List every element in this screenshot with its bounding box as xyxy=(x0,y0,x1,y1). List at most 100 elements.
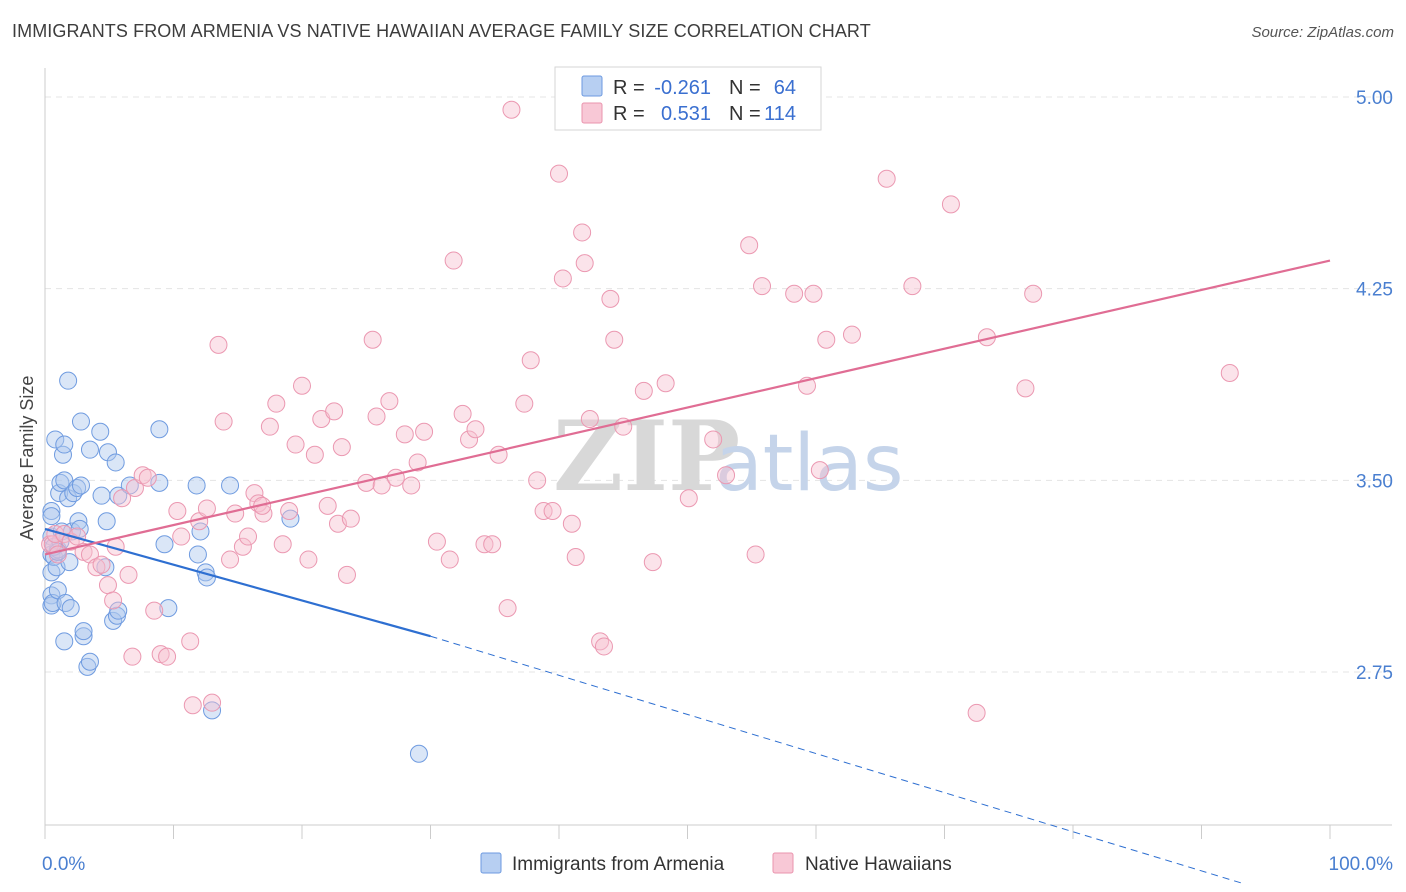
hawaiian-point-3 xyxy=(48,545,67,564)
armenia-point-43 xyxy=(106,453,125,472)
armenia-point-34 xyxy=(78,657,97,676)
legend-r-label-2: R = xyxy=(613,103,645,125)
gridlines xyxy=(45,96,1392,673)
hawaiian-point-58 xyxy=(380,392,399,411)
hawaiian-point-87 xyxy=(594,637,613,656)
hawaiian-point-84 xyxy=(575,254,594,273)
hawaiian-point-56 xyxy=(367,407,386,426)
hawaiian-point-111 xyxy=(1016,379,1035,398)
legend-r-label-1: R = xyxy=(613,77,645,99)
hawaiian-point-80 xyxy=(553,269,572,288)
hawaiian-point-103 xyxy=(810,461,829,480)
hawaiian-trend-line xyxy=(44,259,1331,556)
armenia-point-24 xyxy=(61,599,80,618)
hawaiian-point-20 xyxy=(145,601,164,620)
bottom-legend-label-hawaiian: Native Hawaiians xyxy=(805,854,952,875)
series-legend: Immigrants from Armenia Native Hawaiians xyxy=(480,852,952,875)
x-tick-label-1: 100.0% xyxy=(1329,854,1394,875)
hawaiian-point-88 xyxy=(601,289,620,308)
hawaiian-point-10 xyxy=(92,555,111,574)
hawaiian-point-45 xyxy=(299,550,318,569)
legend-swatch-pink xyxy=(581,102,603,124)
hawaiian-point-112 xyxy=(1024,284,1043,303)
x-tick-label-0: 0.0% xyxy=(42,854,85,875)
hawaiian-point-107 xyxy=(903,277,922,296)
hawaiian-point-60 xyxy=(395,425,414,444)
hawaiian-point-66 xyxy=(444,251,463,270)
hawaiian-point-64 xyxy=(427,532,446,551)
armenia-point-41 xyxy=(98,443,117,462)
hawaiian-point-53 xyxy=(341,509,360,528)
hawaiian-point-70 xyxy=(475,535,494,554)
armenia-point-20 xyxy=(56,594,75,612)
hawaiian-point-61 xyxy=(402,476,421,495)
hawaiian-point-93 xyxy=(656,374,675,393)
hawaiian-point-73 xyxy=(498,599,517,618)
hawaiian-point-63 xyxy=(415,422,434,441)
armenia-point-17 xyxy=(55,435,74,454)
hawaiian-point-9 xyxy=(87,558,106,577)
hawaiian-point-30 xyxy=(209,335,228,354)
y-tick-label-0: 2.75 xyxy=(1356,663,1393,684)
hawaiian-point-94 xyxy=(679,489,698,508)
chart-title: IMMIGRANTS FROM ARMENIA VS NATIVE HAWAII… xyxy=(12,21,871,41)
legend-r-value-2: 0.531 xyxy=(661,103,711,125)
hawaiian-point-113 xyxy=(1220,364,1239,382)
armenia-point-50 xyxy=(155,535,174,554)
hawaiian-point-75 xyxy=(515,394,534,413)
legend-r-value-1: -0.261 xyxy=(654,77,711,99)
legend-n-label-2: N = xyxy=(729,103,761,125)
hawaiian-point-85 xyxy=(580,410,599,428)
armenia-point-53 xyxy=(188,545,207,564)
legend-n-value-1: 64 xyxy=(774,77,796,99)
hawaiian-point-97 xyxy=(740,236,759,255)
armenia-point-46 xyxy=(109,601,128,620)
hawaiian-point-28 xyxy=(197,499,216,518)
watermark: ZIP atlas xyxy=(553,400,904,513)
hawaiian-point-44 xyxy=(293,376,311,395)
hawaiian-point-16 xyxy=(123,647,142,666)
y-tick-label-3: 5.00 xyxy=(1356,88,1393,109)
armenia-point-22 xyxy=(59,489,78,508)
watermark-zip: ZIP xyxy=(553,400,740,513)
y-tick-labels: 2.75 3.50 4.25 5.00 xyxy=(1356,88,1393,684)
armenia-trend-extension xyxy=(430,635,1246,885)
hawaiian-point-114 xyxy=(550,164,568,183)
hawaiian-point-99 xyxy=(753,277,772,296)
hawaiian-point-14 xyxy=(113,489,132,508)
hawaiian-point-31 xyxy=(214,412,233,431)
armenia-point-36 xyxy=(80,440,99,459)
hawaiian-point-96 xyxy=(717,466,736,485)
armenia-point-60 xyxy=(409,744,428,763)
hawaiian-point-12 xyxy=(104,591,123,610)
hawaiian-point-77 xyxy=(528,471,547,490)
trend-lines xyxy=(44,259,1331,885)
hawaiian-point-109 xyxy=(967,703,986,722)
armenia-point-1 xyxy=(42,507,61,526)
hawaiian-point-24 xyxy=(172,527,191,546)
hawaiian-point-98 xyxy=(746,545,765,564)
hawaiian-point-51 xyxy=(332,438,351,457)
hawaiian-point-43 xyxy=(286,435,305,454)
legend-swatch-blue xyxy=(581,75,603,97)
hawaiian-point-95 xyxy=(704,430,723,449)
armenia-point-38 xyxy=(92,486,111,505)
armenia-point-4 xyxy=(42,563,61,582)
hawaiian-point-49 xyxy=(325,402,344,421)
hawaiian-point-79 xyxy=(543,502,562,520)
hawaiian-point-19 xyxy=(138,468,157,487)
hawaiian-point-22 xyxy=(158,647,177,666)
armenia-point-30 xyxy=(71,476,90,495)
bottom-legend-swatch-blue xyxy=(480,852,502,874)
hawaiian-point-40 xyxy=(267,394,286,413)
bottom-legend-swatch-pink xyxy=(772,852,794,874)
hawaiian-point-25 xyxy=(181,632,200,651)
y-tick-label-2: 4.25 xyxy=(1356,280,1393,301)
hawaiian-point-42 xyxy=(280,502,299,520)
armenia-point-31 xyxy=(71,412,90,431)
hawaiian-point-67 xyxy=(453,404,472,423)
armenia-point-28 xyxy=(69,512,88,531)
series-hawaiian-points xyxy=(41,100,1239,722)
armenia-trend-line xyxy=(44,527,431,638)
